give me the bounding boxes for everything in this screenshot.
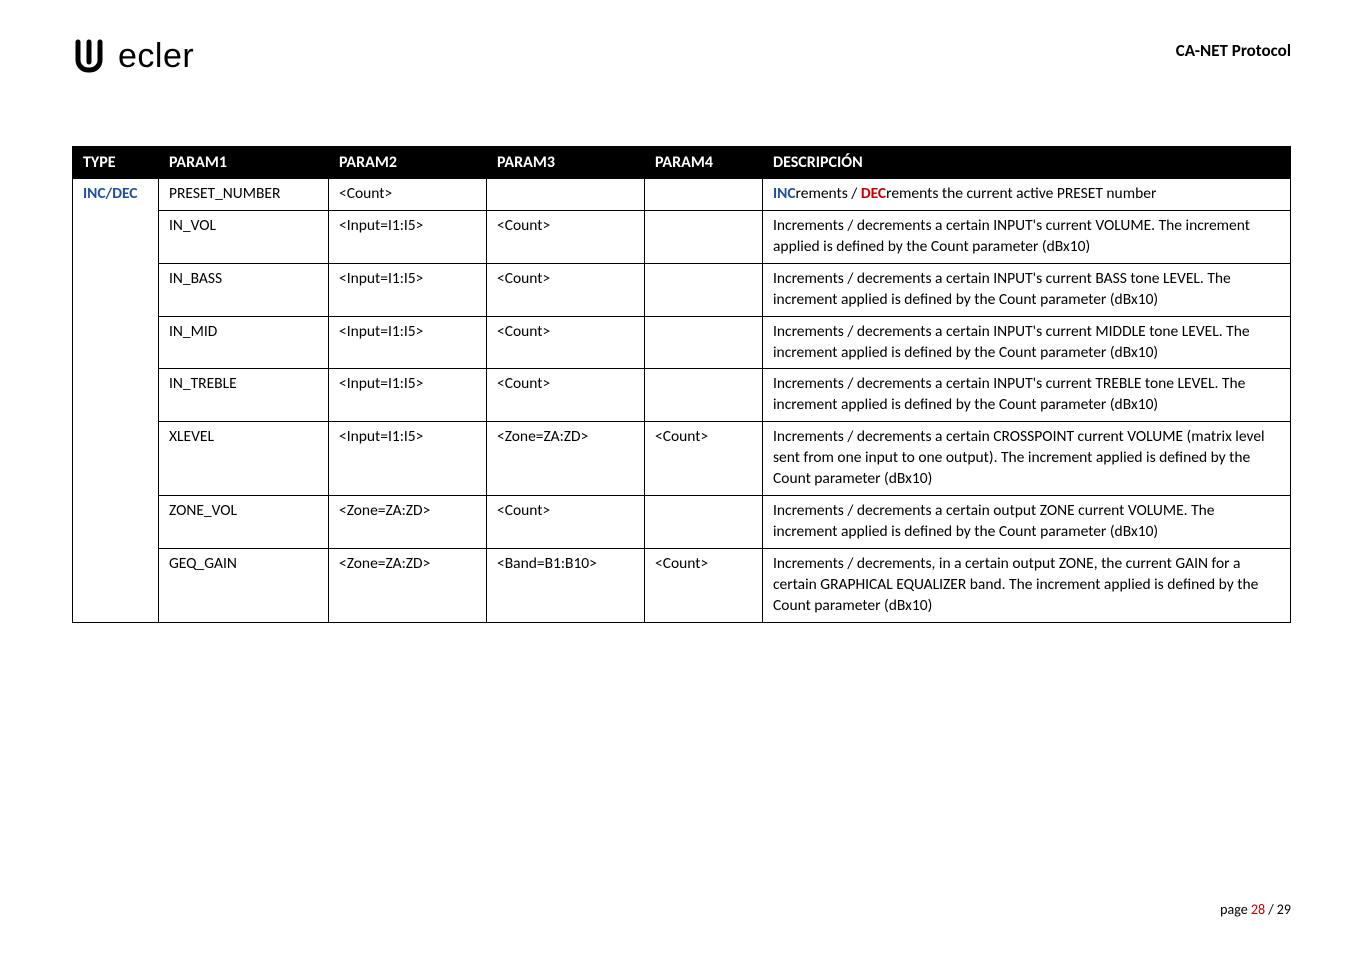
table-row: IN_TREBLE <Input=I1:I5> <Count> Incremen… — [73, 369, 1291, 422]
page-header: ecler CA-NET Protocol — [72, 36, 1291, 76]
cell-param4 — [645, 210, 763, 263]
cell-param1: GEQ_GAIN — [159, 548, 329, 622]
dec-label: DEC — [861, 184, 886, 203]
table-row: IN_BASS <Input=I1:I5> <Count> Increments… — [73, 263, 1291, 316]
logo-mark-icon — [72, 36, 116, 76]
cell-param2: <Zone=ZA:ZD> — [329, 548, 487, 622]
cell-desc: Increments / decrements a certain CROSSP… — [763, 422, 1291, 496]
table-row: INC/DEC PRESET_NUMBER <Count> INCrements… — [73, 179, 1291, 211]
cell-param4 — [645, 263, 763, 316]
cell-param4 — [645, 316, 763, 369]
protocol-label: CA-NET Protocol — [1176, 36, 1291, 61]
cell-param1: IN_MID — [159, 316, 329, 369]
table-row: IN_MID <Input=I1:I5> <Count> Increments … — [73, 316, 1291, 369]
col-header-param3: PARAM3 — [487, 147, 645, 179]
cell-param4: <Count> — [645, 548, 763, 622]
cell-param1: IN_VOL — [159, 210, 329, 263]
cell-param4 — [645, 369, 763, 422]
table-row: ZONE_VOL <Zone=ZA:ZD> <Count> Increments… — [73, 496, 1291, 549]
cell-param2: <Zone=ZA:ZD> — [329, 496, 487, 549]
table-header-row: TYPE PARAM1 PARAM2 PARAM3 PARAM4 DESCRIP… — [73, 147, 1291, 179]
page-root: ecler CA-NET Protocol TYPE PARAM1 PARAM2… — [0, 0, 1351, 954]
cell-param3: <Count> — [487, 496, 645, 549]
desc-text: rements the current active PRESET number — [886, 184, 1156, 203]
cell-param2: <Count> — [329, 179, 487, 211]
cell-desc: Increments / decrements, in a certain ou… — [763, 548, 1291, 622]
footer-current-page: 28 — [1251, 901, 1265, 918]
cell-param4 — [645, 179, 763, 211]
cell-desc: Increments / decrements a certain output… — [763, 496, 1291, 549]
footer-label: page — [1220, 901, 1251, 918]
cell-param3: <Count> — [487, 369, 645, 422]
brand-logo: ecler — [72, 36, 194, 76]
col-header-desc: DESCRIPCIÓN — [763, 147, 1291, 179]
page-footer: page 28 / 29 — [1220, 901, 1291, 918]
cell-param1: IN_BASS — [159, 263, 329, 316]
cell-desc: Increments / decrements a certain INPUT'… — [763, 263, 1291, 316]
cell-param4 — [645, 496, 763, 549]
cell-param2: <Input=I1:I5> — [329, 369, 487, 422]
col-header-param4: PARAM4 — [645, 147, 763, 179]
cell-param3 — [487, 179, 645, 211]
cell-desc: INCrements / DECrements the current acti… — [763, 179, 1291, 211]
cell-param4: <Count> — [645, 422, 763, 496]
cell-param3: <Zone=ZA:ZD> — [487, 422, 645, 496]
desc-text: rements / — [796, 184, 861, 203]
footer-sep: / — [1265, 901, 1277, 918]
brand-text: ecler — [118, 37, 194, 76]
cell-desc: Increments / decrements a certain INPUT'… — [763, 210, 1291, 263]
cell-param2: <Input=I1:I5> — [329, 263, 487, 316]
table-row: GEQ_GAIN <Zone=ZA:ZD> <Band=B1:B10> <Cou… — [73, 548, 1291, 622]
col-header-param2: PARAM2 — [329, 147, 487, 179]
cell-param3: <Count> — [487, 316, 645, 369]
cell-param3: <Count> — [487, 263, 645, 316]
cell-param1: IN_TREBLE — [159, 369, 329, 422]
col-header-type: TYPE — [73, 147, 159, 179]
parameters-table: TYPE PARAM1 PARAM2 PARAM3 PARAM4 DESCRIP… — [72, 146, 1291, 623]
type-cell: INC/DEC — [73, 179, 159, 623]
table-row: XLEVEL <Input=I1:I5> <Zone=ZA:ZD> <Count… — [73, 422, 1291, 496]
cell-param1: PRESET_NUMBER — [159, 179, 329, 211]
cell-param2: <Input=I1:I5> — [329, 210, 487, 263]
cell-param1: XLEVEL — [159, 422, 329, 496]
cell-param3: <Band=B1:B10> — [487, 548, 645, 622]
cell-param1: ZONE_VOL — [159, 496, 329, 549]
footer-total-pages: 29 — [1277, 901, 1291, 918]
cell-param2: <Input=I1:I5> — [329, 316, 487, 369]
inc-label: INC — [773, 184, 796, 203]
cell-desc: Increments / decrements a certain INPUT'… — [763, 369, 1291, 422]
cell-param3: <Count> — [487, 210, 645, 263]
cell-param2: <Input=I1:I5> — [329, 422, 487, 496]
table-row: IN_VOL <Input=I1:I5> <Count> Increments … — [73, 210, 1291, 263]
cell-desc: Increments / decrements a certain INPUT'… — [763, 316, 1291, 369]
col-header-param1: PARAM1 — [159, 147, 329, 179]
